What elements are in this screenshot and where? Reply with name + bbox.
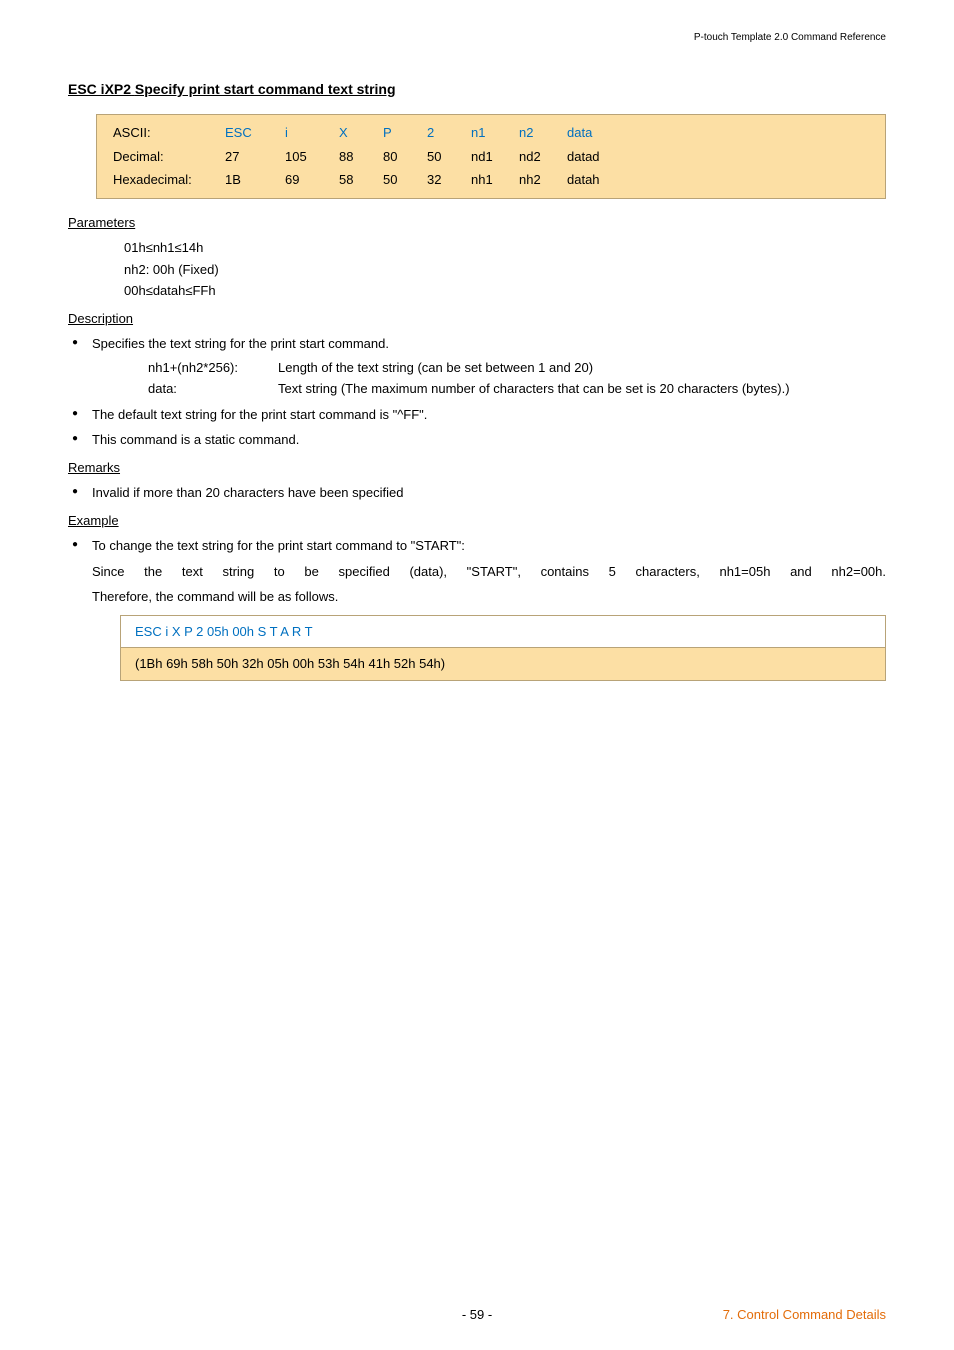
code-cell: datad bbox=[567, 145, 627, 169]
example-list: To change the text string for the print … bbox=[68, 536, 886, 681]
code-cell: 2 bbox=[427, 121, 471, 145]
def-label: nh1+(nh2*256): bbox=[148, 358, 278, 378]
parameters-block: 01h≤nh1≤14h nh2: 00h (Fixed) 00h≤datah≤F… bbox=[124, 238, 886, 301]
code-cell: nh2 bbox=[519, 168, 567, 192]
code-cell: 58 bbox=[339, 168, 383, 192]
description-heading: Description bbox=[68, 309, 886, 329]
code-cell: 88 bbox=[339, 145, 383, 169]
code-label: Decimal: bbox=[113, 145, 225, 169]
code-cell: ESC bbox=[225, 121, 285, 145]
def-row: data: Text string (The maximum number of… bbox=[148, 379, 886, 399]
param-line: 00h≤datah≤FFh bbox=[124, 281, 886, 301]
bullet-text: The default text string for the print st… bbox=[92, 407, 427, 422]
code-row-ascii: ASCII: ESC i X P 2 n1 n2 data bbox=[113, 121, 869, 145]
bullet-text: Specifies the text string for the print … bbox=[92, 336, 389, 351]
page-header: P-touch Template 2.0 Command Reference bbox=[68, 30, 886, 45]
code-cell: nd2 bbox=[519, 145, 567, 169]
code-label: ASCII: bbox=[113, 121, 225, 145]
code-cell: n2 bbox=[519, 121, 567, 145]
code-cell: 1B bbox=[225, 168, 285, 192]
def-label: data: bbox=[148, 379, 278, 399]
def-value: Text string (The maximum number of chara… bbox=[278, 379, 886, 399]
title-cmd: ESC iXP2 bbox=[68, 81, 131, 97]
list-item: This command is a static command. bbox=[68, 430, 886, 450]
bullet-text: To change the text string for the print … bbox=[92, 538, 465, 553]
code-cell: i bbox=[285, 121, 339, 145]
code-cell: n1 bbox=[471, 121, 519, 145]
example-line: Therefore, the command will be as follow… bbox=[92, 587, 886, 607]
list-item: To change the text string for the print … bbox=[68, 536, 886, 681]
code-cell: 50 bbox=[383, 168, 427, 192]
parameters-heading: Parameters bbox=[68, 213, 886, 233]
code-cell: nd1 bbox=[471, 145, 519, 169]
bullet-text: This command is a static command. bbox=[92, 432, 299, 447]
code-cell: 105 bbox=[285, 145, 339, 169]
code-cell: 50 bbox=[427, 145, 471, 169]
param-line: 01h≤nh1≤14h bbox=[124, 238, 886, 258]
example-box-top: ESC i X P 2 05h 00h S T A R T bbox=[121, 616, 885, 649]
footer-section: 7. Control Command Details bbox=[723, 1305, 886, 1325]
code-cell: datah bbox=[567, 168, 627, 192]
title-desc: Specify print start command text string bbox=[135, 81, 396, 97]
code-label: Hexadecimal: bbox=[113, 168, 225, 192]
section-title: ESC iXP2 Specify print start command tex… bbox=[68, 79, 886, 100]
code-cell: data bbox=[567, 121, 627, 145]
example-line: Since the text string to be specified (d… bbox=[92, 562, 886, 582]
list-item: Invalid if more than 20 characters have … bbox=[68, 483, 886, 503]
remarks-list: Invalid if more than 20 characters have … bbox=[68, 483, 886, 503]
code-table: ASCII: ESC i X P 2 n1 n2 data Decimal: 2… bbox=[96, 114, 886, 199]
example-box: ESC i X P 2 05h 00h S T A R T (1Bh 69h 5… bbox=[120, 615, 886, 681]
code-cell: X bbox=[339, 121, 383, 145]
param-line: nh2: 00h (Fixed) bbox=[124, 260, 886, 280]
list-item: Specifies the text string for the print … bbox=[68, 334, 886, 399]
code-cell: 32 bbox=[427, 168, 471, 192]
description-list: Specifies the text string for the print … bbox=[68, 334, 886, 450]
code-row-decimal: Decimal: 27 105 88 80 50 nd1 nd2 datad bbox=[113, 145, 869, 169]
code-cell: nh1 bbox=[471, 168, 519, 192]
def-table: nh1+(nh2*256): Length of the text string… bbox=[148, 358, 886, 399]
code-cell: P bbox=[383, 121, 427, 145]
list-item: The default text string for the print st… bbox=[68, 405, 886, 425]
def-row: nh1+(nh2*256): Length of the text string… bbox=[148, 358, 886, 378]
code-row-hex: Hexadecimal: 1B 69 58 50 32 nh1 nh2 data… bbox=[113, 168, 869, 192]
example-heading: Example bbox=[68, 511, 886, 531]
def-value: Length of the text string (can be set be… bbox=[278, 358, 886, 378]
bullet-text: Invalid if more than 20 characters have … bbox=[92, 485, 403, 500]
example-box-bottom: (1Bh 69h 58h 50h 32h 05h 00h 53h 54h 41h… bbox=[121, 648, 885, 680]
code-cell: 80 bbox=[383, 145, 427, 169]
remarks-heading: Remarks bbox=[68, 458, 886, 478]
code-cell: 69 bbox=[285, 168, 339, 192]
code-cell: 27 bbox=[225, 145, 285, 169]
